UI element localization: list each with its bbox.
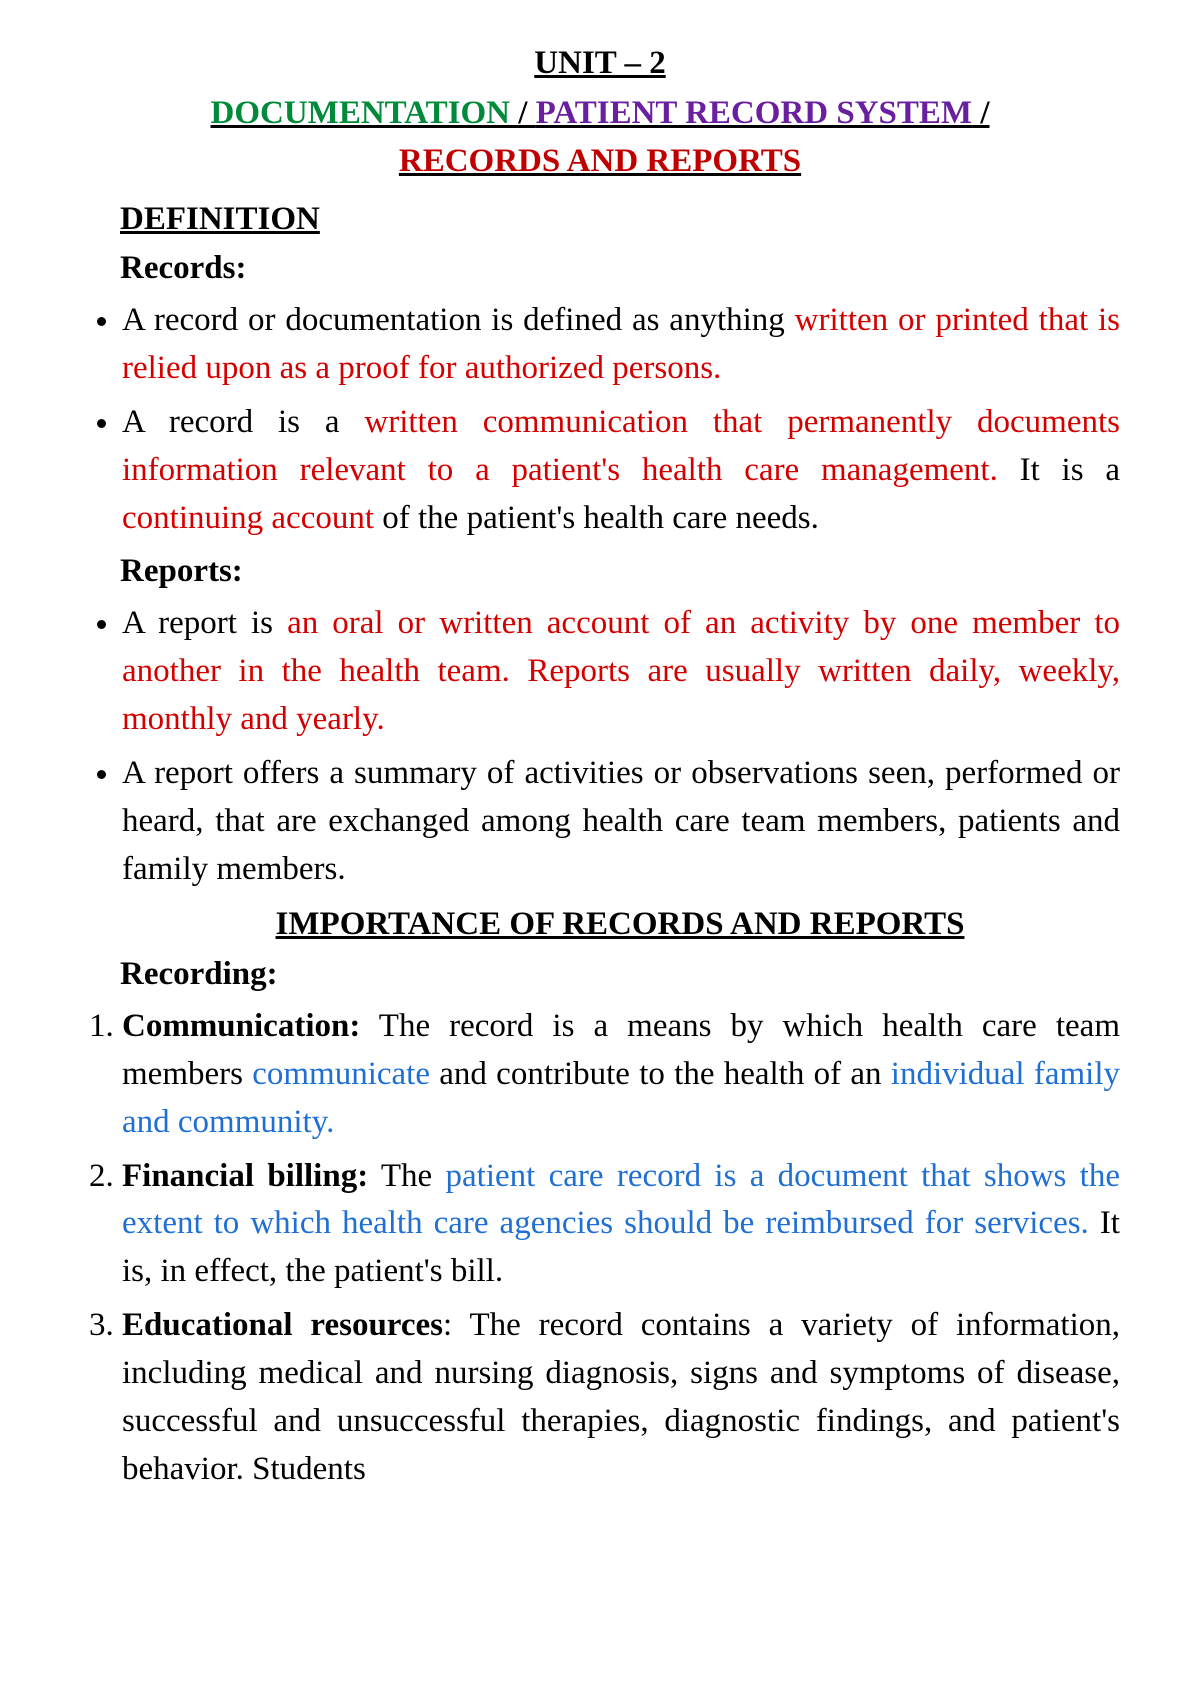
text: and contribute to the health of an	[430, 1056, 891, 1092]
text-emphasis: communicate	[252, 1056, 430, 1092]
main-title: DOCUMENTATION / PATIENT RECORD SYSTEM / …	[80, 90, 1120, 186]
list-item: A report is an oral or written account o…	[122, 600, 1120, 744]
definition-heading: DEFINITION	[80, 196, 1120, 244]
text: A report is	[122, 605, 287, 641]
text: :	[443, 1307, 469, 1343]
list-item: Educational resources: The record contai…	[122, 1302, 1120, 1493]
text: A report offers a summary of activities …	[122, 755, 1120, 887]
item-label: Communication:	[122, 1008, 360, 1044]
text: A record or documentation is defined as …	[122, 302, 795, 338]
title-separator: /	[972, 95, 989, 131]
title-separator: /	[510, 95, 536, 131]
text-emphasis: continuing account	[122, 500, 374, 536]
list-item: Financial billing: The patient care reco…	[122, 1153, 1120, 1297]
recording-list: Communication: The record is a means by …	[80, 1003, 1120, 1493]
list-item: Communication: The record is a means by …	[122, 1003, 1120, 1147]
text: A record is a	[122, 404, 364, 440]
records-subheading: Records:	[80, 245, 1120, 293]
item-label: Educational resources	[122, 1307, 443, 1343]
importance-heading: IMPORTANCE OF RECORDS AND REPORTS	[80, 901, 1120, 949]
list-item: A record or documentation is defined as …	[122, 297, 1120, 393]
title-part-records-reports: RECORDS AND REPORTS	[399, 143, 801, 179]
list-item: A report offers a summary of activities …	[122, 750, 1120, 894]
reports-subheading: Reports:	[80, 548, 1120, 596]
list-item: A record is a written communication that…	[122, 399, 1120, 543]
text: of the patient's health care needs.	[374, 500, 819, 536]
item-label: Financial billing:	[122, 1158, 368, 1194]
document-page: UNIT – 2 DOCUMENTATION / PATIENT RECORD …	[0, 0, 1200, 1698]
records-bullets: A record or documentation is defined as …	[80, 297, 1120, 542]
recording-subheading: Recording:	[80, 951, 1120, 999]
text: The	[368, 1158, 445, 1194]
reports-bullets: A report is an oral or written account o…	[80, 600, 1120, 893]
text: It is a	[998, 452, 1120, 488]
title-part-patient-record: PATIENT RECORD SYSTEM	[536, 95, 972, 131]
unit-heading: UNIT – 2	[80, 40, 1120, 88]
title-part-documentation: DOCUMENTATION	[211, 95, 510, 131]
